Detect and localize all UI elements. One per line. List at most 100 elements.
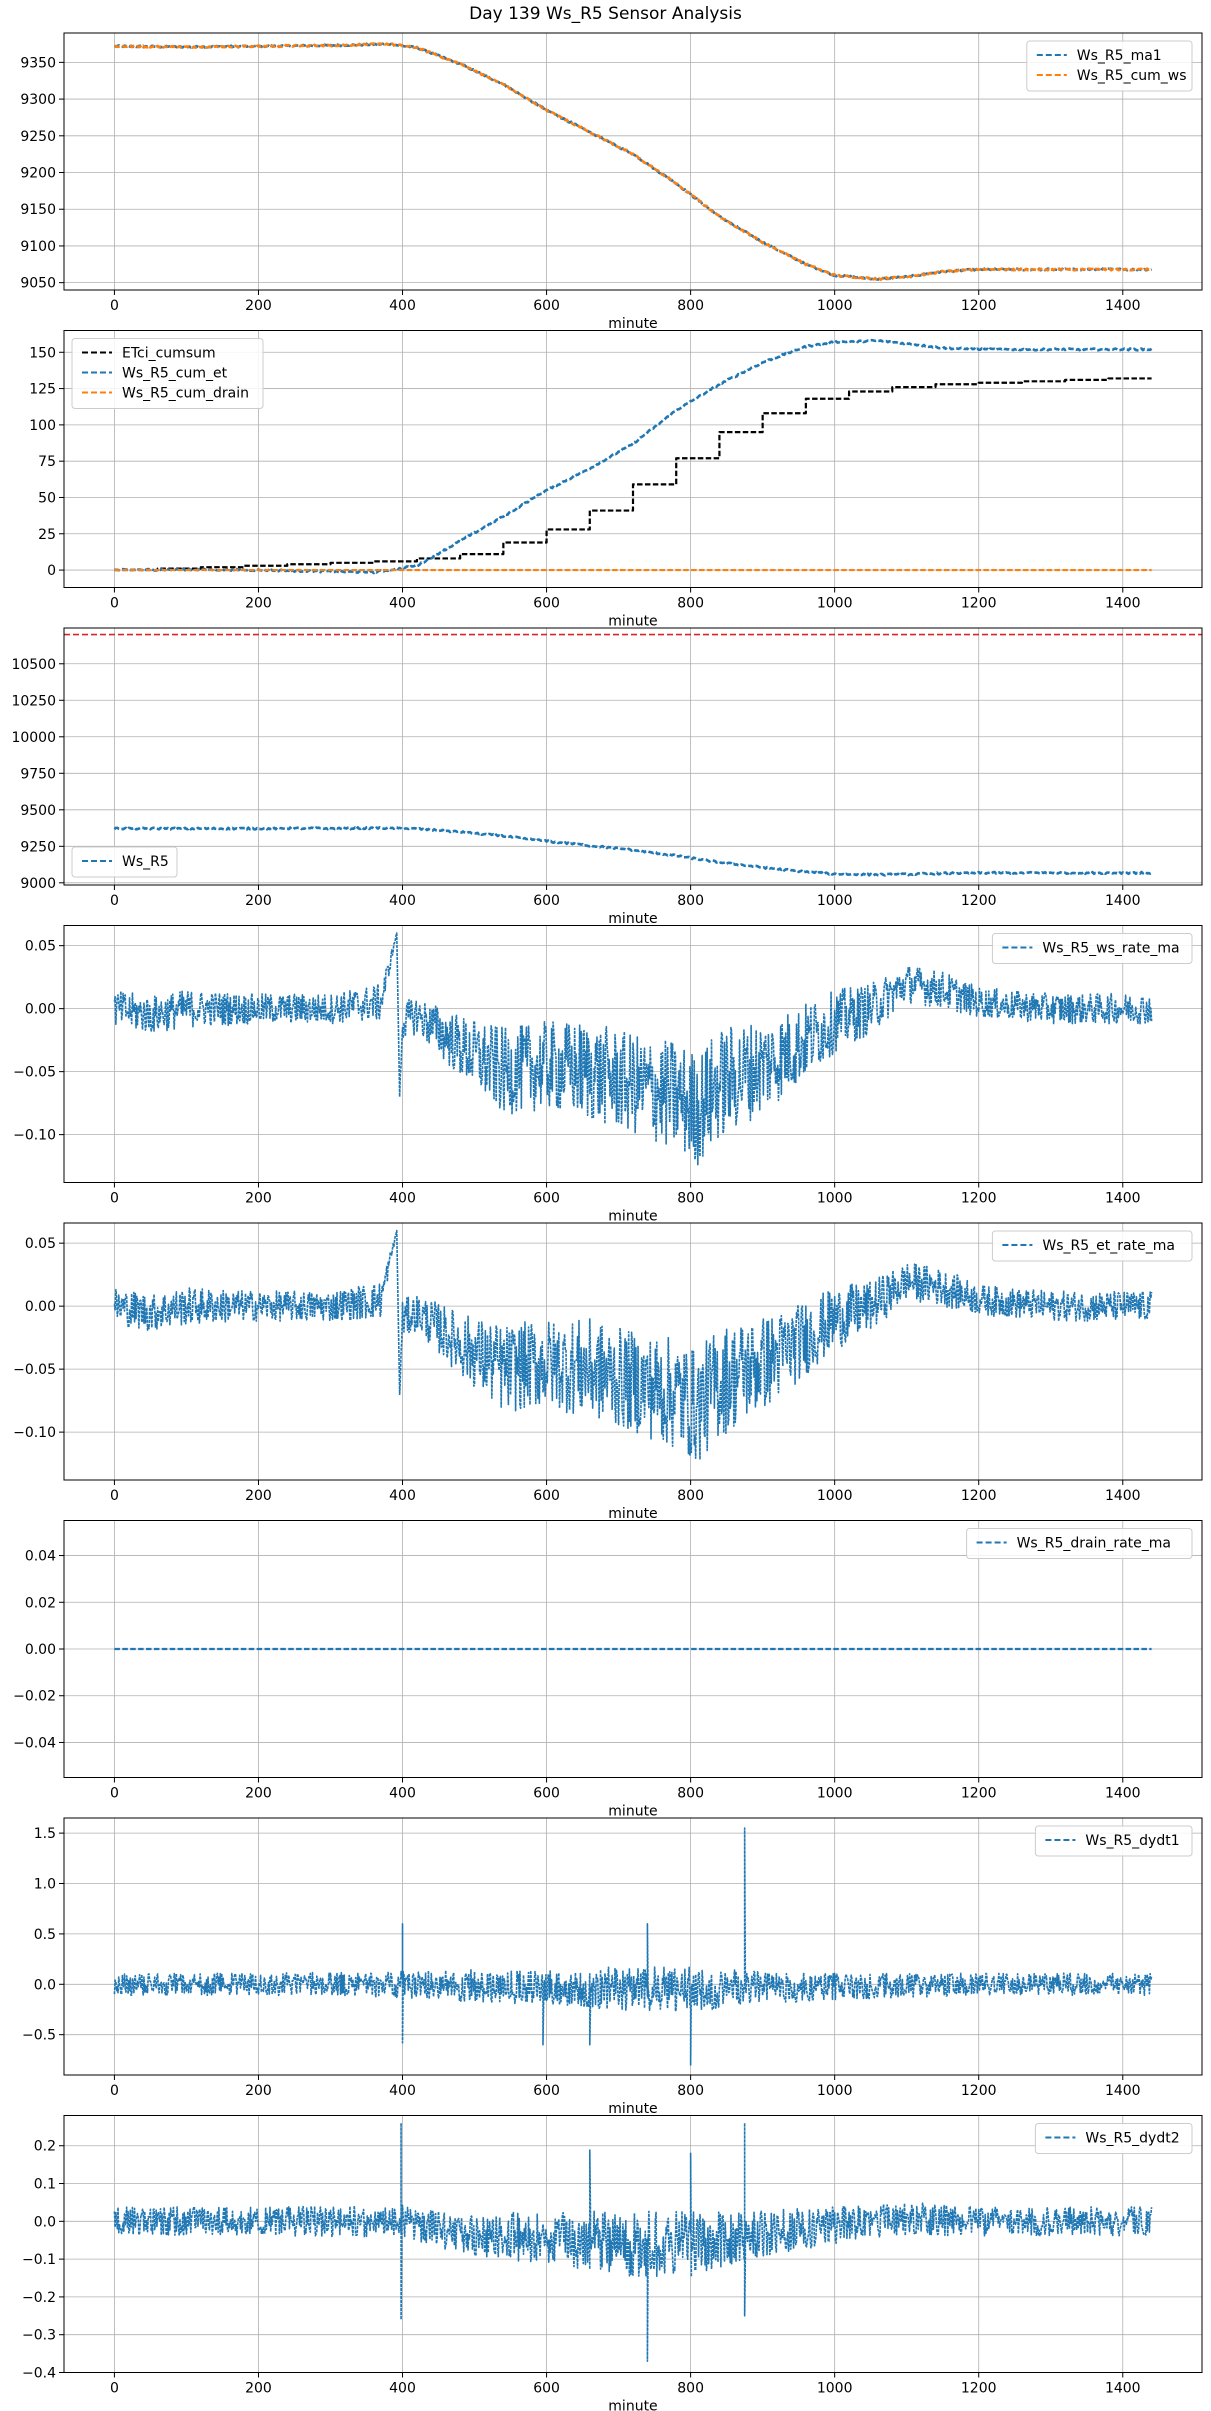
x-tick-label: 400 <box>389 1488 416 1504</box>
legend-box <box>991 933 1193 964</box>
x-axis-label: minute <box>608 1209 657 1225</box>
x-tick-label: 600 <box>533 1786 560 1802</box>
legend-box <box>71 846 178 878</box>
plot-area <box>113 2122 1153 2362</box>
series-line-Ws_R5_dydt2 <box>113 2122 1153 2362</box>
plot-area <box>64 633 1202 877</box>
series-line-Ws_R5_ma1 <box>113 42 1152 281</box>
x-tick-label: 200 <box>245 1786 272 1802</box>
x-tick-label: 400 <box>389 2083 416 2099</box>
x-axis-label: minute <box>608 2399 657 2411</box>
axes-frame <box>63 925 1203 1183</box>
x-tick-label: 800 <box>677 596 704 612</box>
x-tick-label: 1200 <box>961 1488 997 1504</box>
y-tick-label: 150 <box>29 345 56 361</box>
y-tick-label: 0.00 <box>25 1642 56 1658</box>
x-tick-label: 200 <box>245 2083 272 2099</box>
x-tick-label: 0 <box>110 2381 119 2397</box>
x-tick-label: 1400 <box>1105 298 1141 314</box>
x-tick-label: 1000 <box>817 1191 853 1207</box>
y-tick-label: 0.1 <box>34 2177 56 2193</box>
x-tick-label: 200 <box>245 1191 272 1207</box>
axes-frame <box>63 2115 1203 2373</box>
y-tick-label: −0.5 <box>22 2028 56 2044</box>
plot-area <box>114 338 1153 575</box>
x-tick-label: 600 <box>533 298 560 314</box>
y-tick-label: 10000 <box>11 730 56 746</box>
x-tick-label: 800 <box>677 1488 704 1504</box>
y-tick-label: −0.02 <box>13 1689 56 1705</box>
y-tick-label: 0.00 <box>25 1299 56 1315</box>
x-tick-label: 400 <box>389 596 416 612</box>
legend-label: Ws_R5_ma1 <box>1077 48 1162 64</box>
x-tick-label: 1400 <box>1105 1488 1141 1504</box>
y-tick-label: 9200 <box>20 166 56 182</box>
y-tick-label: 100 <box>29 418 56 434</box>
legend: Ws_R5_et_rate_ma <box>991 1230 1193 1262</box>
x-tick-label: 0 <box>110 298 119 314</box>
x-tick-label: 1400 <box>1105 1191 1141 1207</box>
subplot-7: 0 200 400 600 800 1000 1200 1400 −0.5 0.0 0.5 1.0 1.… <box>22 1817 1203 2117</box>
series-line-Ws_R5_et_rate_ma <box>113 1229 1153 1461</box>
legend-box <box>1026 40 1193 92</box>
x-tick-label: 200 <box>245 1488 272 1504</box>
x-tick-label: 600 <box>533 2381 560 2397</box>
x-tick-label: 0 <box>110 596 119 612</box>
y-tick-label: −0.10 <box>13 1128 56 1144</box>
axes-frame <box>63 627 1203 886</box>
x-tick-label: 600 <box>533 893 560 909</box>
x-tick-label: 1400 <box>1105 2381 1141 2397</box>
x-tick-label: 0 <box>110 1191 119 1207</box>
x-tick-label: 800 <box>677 893 704 909</box>
subplot-5: 0 200 400 600 800 1000 1200 1400 −0.10 −0.05 0.00 0… <box>13 1222 1203 1522</box>
legend-label: Ws_R5_cum_drain <box>122 386 249 402</box>
x-axis-label: minute <box>608 316 657 332</box>
x-tick-label: 1200 <box>961 596 997 612</box>
y-tick-label: −0.1 <box>22 2252 56 2268</box>
legend-label: Ws_R5_dydt1 <box>1085 1833 1179 1849</box>
subplot-3: 0 200 400 600 800 1000 1200 1400 9000 9250 9500 975… <box>11 627 1203 927</box>
x-tick-label: 1200 <box>961 893 997 909</box>
x-axis-label: minute <box>608 911 657 927</box>
legend: Ws_R5_dydt2 <box>1034 2123 1193 2154</box>
legend-label: ETci_cumsum <box>122 346 216 362</box>
x-axis-label: minute <box>608 614 657 630</box>
x-tick-label: 1000 <box>817 2381 853 2397</box>
x-tick-label: 1000 <box>817 1786 853 1802</box>
y-tick-label: −0.3 <box>22 2328 56 2344</box>
x-axis-label: minute <box>608 2101 657 2117</box>
x-tick-label: 0 <box>110 1786 119 1802</box>
x-tick-label: 1000 <box>817 893 853 909</box>
y-tick-label: 0.0 <box>34 2214 56 2230</box>
plot-area <box>113 1229 1153 1461</box>
series-line-Ws_R5_cum_ws <box>114 42 1153 282</box>
legend: ETci_cumsum Ws_R5_cum_et Ws_R5_cum_drain <box>71 338 264 409</box>
legend: Ws_R5_drain_rate_ma <box>966 1528 1193 1559</box>
y-tick-label: 50 <box>38 490 56 506</box>
legend-label: Ws_R5_et_rate_ma <box>1042 1238 1175 1254</box>
x-tick-label: 800 <box>677 2381 704 2397</box>
x-tick-label: 800 <box>677 298 704 314</box>
subplot-2: 0 200 400 600 800 1000 1200 1400 0 25 50 75 100 125 15… <box>29 330 1203 630</box>
subplot-8: 0 200 400 600 800 1000 1200 1400 −0.4 −0.3 −0.2 −0.… <box>22 2115 1203 2411</box>
x-tick-label: 1400 <box>1105 2083 1141 2099</box>
y-tick-label: −0.10 <box>13 1425 56 1441</box>
y-tick-label: 10500 <box>11 657 56 673</box>
axes-frame <box>63 330 1203 588</box>
x-tick-label: 200 <box>245 2381 272 2397</box>
y-tick-label: 9000 <box>20 876 56 892</box>
x-tick-label: 600 <box>533 1488 560 1504</box>
y-tick-label: −0.4 <box>22 2366 56 2382</box>
y-tick-label: 9300 <box>20 92 56 108</box>
y-tick-label: 25 <box>38 527 56 543</box>
legend-label: Ws_R5_cum_et <box>122 366 228 382</box>
legend: Ws_R5_ws_rate_ma <box>991 933 1193 964</box>
y-tick-label: 0.05 <box>25 939 56 955</box>
y-tick-label: 1.5 <box>34 1826 56 1842</box>
x-tick-label: 1200 <box>961 298 997 314</box>
y-tick-label: 9250 <box>20 129 56 145</box>
legend-box <box>991 1230 1193 1262</box>
legend-box <box>966 1528 1193 1559</box>
y-tick-label: 9050 <box>20 276 56 292</box>
